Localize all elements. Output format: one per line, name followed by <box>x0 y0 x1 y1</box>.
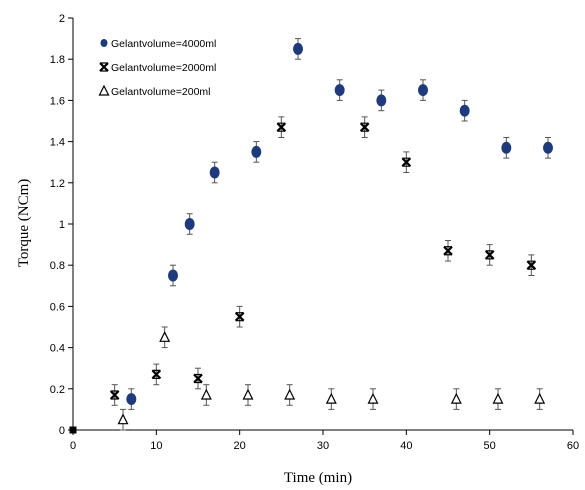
x-marker-stroke <box>99 62 109 72</box>
x-marker-cap <box>485 250 494 260</box>
data-point <box>126 393 137 406</box>
x-marker-cap <box>444 246 452 256</box>
x-tick-label: 40 <box>400 440 412 452</box>
x-tick-label: 30 <box>317 440 329 452</box>
x-marker-stroke <box>401 157 412 167</box>
x-tick-label: 10 <box>150 440 162 452</box>
legend-item: Gelantvolume=200ml <box>98 84 211 98</box>
data-point <box>193 373 203 384</box>
x-marker-cap <box>235 312 244 322</box>
x-tick-label: 20 <box>234 440 246 452</box>
y-tick-label: 0.4 <box>50 343 65 355</box>
data-point <box>450 392 462 404</box>
x-marker-cap <box>110 390 119 400</box>
data-point <box>401 157 412 167</box>
x-marker-cap <box>100 62 108 72</box>
legend-item: Gelantvolume=4000ml <box>100 38 216 50</box>
legend-label: Gelantvolume=4000ml <box>111 38 216 50</box>
x-marker-stroke <box>359 122 370 132</box>
legend-circle-icon <box>100 39 108 47</box>
x-marker-stroke <box>234 311 245 322</box>
data-point <box>159 330 171 342</box>
x-tick-label: 60 <box>567 440 579 452</box>
series-1 <box>69 38 553 434</box>
x-marker-stroke <box>109 390 120 400</box>
y-tick-label: 2 <box>59 13 65 25</box>
x-marker-stroke <box>443 246 453 256</box>
data-point <box>209 166 220 179</box>
data-point <box>492 392 504 404</box>
data-point <box>168 269 178 282</box>
y-tick-label: 1.2 <box>50 178 65 190</box>
y-axis-title: Torque (NCm) <box>16 179 32 268</box>
data-point <box>151 369 162 380</box>
data-point <box>234 311 245 322</box>
y-tick-label: 1 <box>59 219 65 231</box>
data-point <box>251 145 262 158</box>
x-tick-label: 0 <box>70 440 76 452</box>
data-point <box>534 392 546 404</box>
data-point <box>501 141 512 154</box>
legend-triangle-icon <box>98 84 110 96</box>
data-point <box>284 388 296 400</box>
data-point <box>293 42 303 55</box>
y-tick-label: 1.6 <box>50 95 65 107</box>
data-point <box>418 84 428 97</box>
data-marks <box>69 38 553 434</box>
y-tick-label: 0 <box>59 425 65 437</box>
data-point <box>184 218 195 230</box>
x-marker-stroke <box>193 373 203 384</box>
legend: Gelantvolume=4000ml Gelantvolume=2000ml Ge… <box>98 38 216 98</box>
x-marker-cap <box>527 260 536 270</box>
x-tick-label: 50 <box>484 440 496 452</box>
x-marker-cap <box>152 369 161 379</box>
data-point <box>459 104 470 117</box>
x-marker-cap <box>360 122 369 132</box>
series-2 <box>69 116 537 434</box>
series-3 <box>69 326 546 434</box>
legend-label: Gelantvolume=2000ml <box>111 62 216 74</box>
axes <box>68 17 574 435</box>
legend-x-icon <box>99 62 109 72</box>
y-tick-label: 0.2 <box>50 384 65 396</box>
data-point <box>334 84 345 97</box>
y-tick-label: 1.8 <box>50 54 65 66</box>
x-marker-stroke <box>526 260 537 270</box>
legend-item: Gelantvolume=2000ml <box>99 62 216 74</box>
x-marker-stroke <box>276 122 287 132</box>
x-marker-cap <box>194 373 202 384</box>
x-marker-stroke <box>484 250 495 260</box>
y-tick-label: 1.4 <box>50 137 65 149</box>
data-point <box>117 413 129 425</box>
legend-label: Gelantvolume=200ml <box>111 86 211 98</box>
data-point <box>242 388 254 400</box>
x-marker-stroke <box>151 369 162 380</box>
data-point <box>543 141 553 154</box>
x-axis-title: Time (min) <box>284 470 352 486</box>
data-point <box>443 246 453 256</box>
data-point <box>359 122 370 132</box>
data-point <box>325 392 337 404</box>
x-marker-cap <box>277 122 286 132</box>
data-point <box>526 260 537 270</box>
data-point <box>109 390 120 400</box>
data-point <box>276 122 287 132</box>
data-point <box>484 250 495 260</box>
data-point <box>376 94 387 107</box>
x-marker-cap <box>402 157 411 167</box>
origin-point <box>69 426 77 434</box>
tick-labels: 00.20.40.60.811.21.41.61.820 10 20 30 40 50 60 <box>50 13 579 452</box>
y-tick-label: 0.6 <box>50 301 65 313</box>
data-point <box>200 388 212 400</box>
data-point <box>367 392 379 404</box>
y-tick-label: 0.8 <box>50 260 65 272</box>
